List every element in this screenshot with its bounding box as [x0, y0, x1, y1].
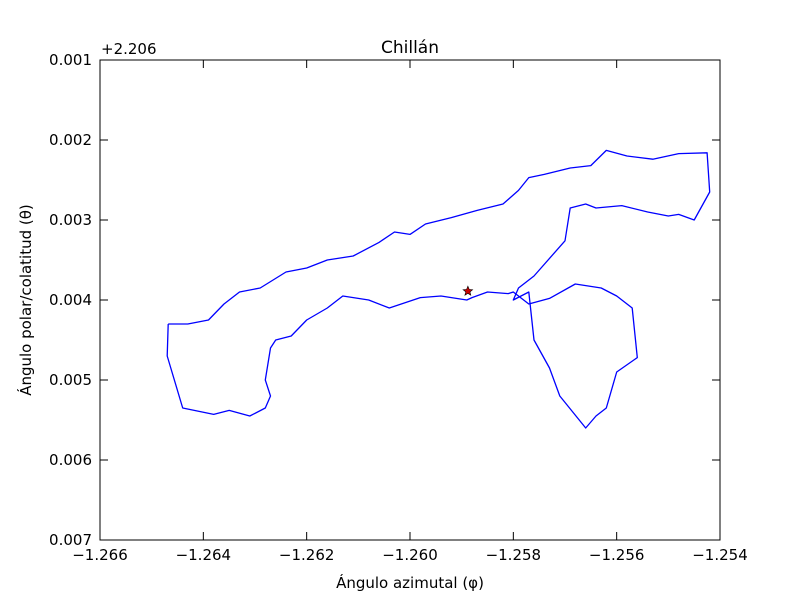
y-tick-label: 0.001 [49, 51, 92, 69]
boundary-line-series [166, 149, 711, 429]
y-tick-label: 0.007 [49, 531, 92, 549]
star-marker [462, 285, 474, 296]
chart-title: Chillán [381, 38, 439, 58]
x-tick-label: −1.258 [486, 546, 542, 564]
x-tick-label: −1.262 [279, 546, 335, 564]
y-tick-label: 0.005 [49, 371, 92, 389]
y-axis-label: Ángulo polar/colatitud (θ) [16, 204, 35, 396]
tick-layer: −1.266 −1.264 −1.262 −1.260 −1.258 −1.256 −1.2… [49, 51, 748, 564]
y-tick-label: 0.002 [49, 131, 92, 149]
x-tick-label: −1.264 [176, 546, 232, 564]
y-tick-label: 0.003 [49, 211, 92, 229]
y-tick-label: 0.006 [49, 451, 92, 469]
x-tick-label: −1.260 [382, 546, 438, 564]
x-tick-label: −1.254 [692, 546, 748, 564]
axes-frame [99, 59, 721, 541]
x-tick-label: −1.256 [589, 546, 645, 564]
y-tick-label: 0.004 [49, 291, 92, 309]
plot-layer [166, 149, 711, 429]
x-axis-label: Ángulo azimutal (φ) [336, 573, 484, 592]
x-tick-label: −1.266 [72, 546, 128, 564]
y-axis-offset-text: +2.206 [101, 40, 157, 58]
